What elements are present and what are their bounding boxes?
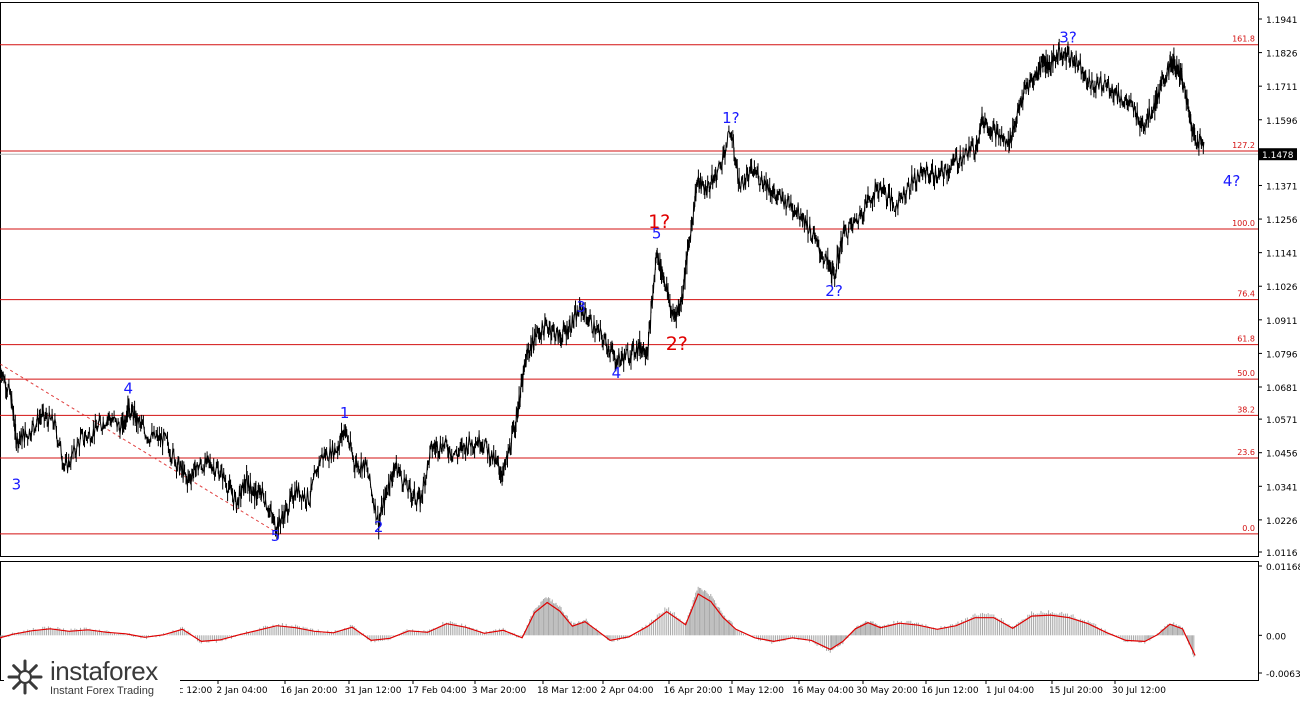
- oscillator-signal-line: [0, 593, 1196, 656]
- wave-label: 2?: [666, 333, 688, 355]
- fib-level-label: 38.2: [1237, 405, 1255, 414]
- x-tick-label: 1 Jul 04:00: [986, 686, 1035, 696]
- x-tick-label: 31 Jan 12:00: [345, 686, 402, 696]
- x-tick-label: 16 Jan 20:00: [281, 686, 338, 696]
- fib-level-label: 0.0: [1242, 524, 1255, 533]
- y-tick-label: 1.0226: [1266, 517, 1298, 527]
- x-tick-label: 15 Jul 20:00: [1049, 686, 1103, 696]
- x-tick-label: 16 Dec 12:00: [152, 686, 213, 696]
- fib-level-label: 23.6: [1237, 448, 1255, 457]
- x-tick-label: 16 May 04:00: [792, 686, 854, 696]
- instaforex-logo-icon: [7, 659, 43, 695]
- wave-label: 2?: [825, 282, 843, 300]
- wave-label: 1?: [722, 109, 740, 127]
- watermark-tagline: Instant Forex Trading: [50, 685, 154, 697]
- y-tick-label: 1.1256: [1266, 216, 1298, 226]
- wave-label: 5: [271, 527, 281, 545]
- current-price-tag: [1259, 148, 1297, 161]
- wave-label: 1: [340, 404, 350, 422]
- y-tick-label: 1.0911: [1266, 317, 1298, 327]
- y-tick-label: 1.0456: [1266, 450, 1298, 460]
- y-tick-label: 1.1941: [1266, 16, 1298, 26]
- wave-label: 3?: [1059, 29, 1077, 47]
- x-tick-label: 30 Jul 12:00: [1112, 686, 1166, 696]
- wave-label: 5: [652, 224, 662, 242]
- fib-level-label: 127.2: [1232, 141, 1255, 150]
- osc-tick-label: 0.00: [1266, 632, 1286, 642]
- y-tick-label: 1.0116: [1266, 549, 1298, 559]
- y-tick-label: 1.1826: [1266, 50, 1298, 60]
- x-tick-label: 2 Apr 04:00: [601, 686, 654, 696]
- watermark: instaforex Instant Forex Trading: [4, 656, 180, 698]
- x-tick-label: 16 Jun 12:00: [921, 686, 978, 696]
- y-tick-label: 1.0341: [1266, 483, 1298, 493]
- wave-label: 3: [576, 298, 586, 316]
- wave-label: 4?: [1223, 172, 1241, 190]
- y-tick-label: 1.1026: [1266, 283, 1298, 293]
- wave-label: 4: [124, 380, 134, 398]
- x-tick-label: 3 Mar 20:00: [472, 686, 527, 696]
- y-tick-label: 1.0681: [1266, 384, 1298, 394]
- y-tick-label: 1.1596: [1266, 117, 1298, 127]
- watermark-brand: instaforex: [50, 656, 158, 686]
- fib-level-label: 161.8: [1232, 35, 1255, 44]
- wave-label: 1?: [648, 211, 670, 233]
- x-tick-label: 2 Jan 04:00: [216, 686, 268, 696]
- oscillator-pane-frame: [0, 561, 1259, 681]
- y-tick-label: 1.1141: [1266, 250, 1298, 260]
- osc-tick-label: -0.00635: [1266, 670, 1300, 680]
- wave-label: 3: [12, 476, 22, 494]
- price-pane-frame: [0, 2, 1259, 557]
- osc-tick-label: 0.01168: [1266, 563, 1300, 573]
- x-tick-label: 16 Apr 20:00: [664, 686, 723, 696]
- y-tick-label: 1.0571: [1266, 416, 1298, 426]
- y-tick-label: 1.0796: [1266, 350, 1298, 360]
- x-tick-label: 18 Mar 12:00: [537, 686, 597, 696]
- fib-level-label: 76.4: [1237, 290, 1255, 299]
- x-tick-label: 17 Feb 04:00: [407, 686, 466, 696]
- trend-line-dashed: [0, 363, 276, 533]
- price-series-line: [0, 38, 1205, 540]
- y-tick-label: 1.1371: [1266, 182, 1298, 192]
- wave-label: 2: [374, 518, 384, 536]
- wave-label: 4: [612, 364, 622, 382]
- fib-level-label: 100.0: [1232, 219, 1255, 228]
- fib-level-label: 50.0: [1237, 369, 1255, 378]
- x-tick-label: 1 May 12:00: [728, 686, 784, 696]
- y-tick-label: 1.1711: [1266, 83, 1298, 93]
- fib-level-label: 61.8: [1237, 335, 1255, 344]
- x-tick-label: 30 May 20:00: [856, 686, 918, 696]
- current-price-label: 1.1478: [1262, 151, 1294, 161]
